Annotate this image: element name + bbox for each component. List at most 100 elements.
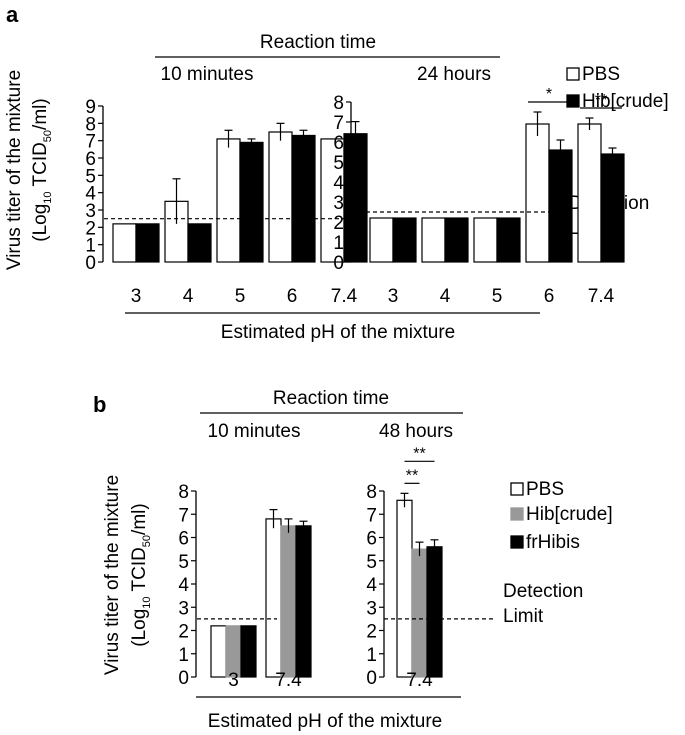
bar-hib-crude-6 (548, 149, 573, 263)
bar-hib-crude-5 (239, 141, 264, 263)
y-tick-label: 2 (178, 622, 189, 643)
y-tick-label: 6 (85, 149, 96, 170)
x-tick-label-3: 3 (388, 286, 399, 307)
bar-hib-crude-7-4 (280, 525, 297, 678)
panel-b-letter: b (93, 392, 106, 417)
bar-pbs-6 (525, 123, 550, 263)
significance-label: * (546, 86, 552, 103)
y-tick-label: 2 (333, 213, 344, 234)
y-tick-label: 6 (178, 529, 189, 550)
panel-a-right-title: 24 hours (417, 64, 491, 85)
y-tick-label: 4 (178, 575, 189, 596)
y-tick-label: 4 (366, 575, 377, 596)
legend-label-pbs: PBS (582, 64, 620, 85)
panel-b-reaction-time-label: Reaction time (273, 388, 389, 409)
x-tick-label-6: 6 (544, 286, 555, 307)
y-tick-label: 1 (178, 645, 189, 666)
bar-pbs-6 (268, 131, 293, 263)
bar-hib-crude-7-4 (343, 133, 368, 263)
bar-pbs-7-4 (577, 123, 602, 263)
panel-a-left-title: 10 minutes (161, 64, 254, 85)
bar-hib-crude-4 (444, 217, 469, 263)
y-tick-label: 5 (85, 166, 96, 187)
y-tick-label: 3 (85, 201, 96, 222)
bar-frhibis-7-4 (295, 525, 312, 678)
panel-b-right-title: 48 hours (379, 421, 453, 442)
legend-swatch-pbs (510, 482, 524, 496)
y-tick-label: 4 (85, 184, 96, 205)
y-tick-label: 7 (366, 505, 377, 526)
bar-pbs-3 (210, 625, 227, 678)
panel-b-ylabel-line1: Virus titer of the mixture (102, 475, 123, 675)
legend-label-hib-crude: Hib[crude] (526, 504, 613, 525)
y-tick-label: 2 (366, 622, 377, 643)
y-tick-label: 9 (85, 97, 96, 118)
bar-hib-crude-7-4 (411, 548, 428, 678)
significance-label: ** (406, 467, 418, 484)
y-tick-label: 8 (366, 482, 377, 503)
legend-swatch-pbs (566, 67, 580, 81)
x-tick-label-4: 4 (440, 286, 451, 307)
x-tick-label-6: 6 (287, 286, 298, 307)
bar-pbs-4 (421, 217, 446, 263)
y-tick-label: 7 (333, 113, 344, 134)
y-tick-label: 5 (178, 552, 189, 573)
bar-hib-crude-6 (291, 134, 316, 263)
panel-a-legend: PBS Hib[crude] (566, 64, 669, 112)
panel-a-y-axis-label: Virus titer of the mixture (Log10 TCID50… (4, 70, 54, 270)
y-tick-label: 6 (366, 529, 377, 550)
y-tick-label: 0 (366, 668, 377, 689)
significance-label: ** (595, 92, 607, 109)
y-tick-label: 5 (333, 153, 344, 174)
x-tick-label-5: 5 (492, 286, 503, 307)
y-tick-label: 8 (178, 482, 189, 503)
y-tick-label: 3 (178, 598, 189, 619)
bar-frhibis-3 (240, 625, 257, 678)
legend-swatch-frhibis (510, 535, 524, 549)
bar-frhibis-7-4 (426, 546, 443, 678)
y-tick-label: 8 (333, 93, 344, 114)
y-tick-label: 6 (333, 133, 344, 154)
significance-label: ** (413, 445, 425, 462)
x-tick-label-3: 3 (228, 670, 239, 691)
panel-a-x-axis-label: Estimated pH of the mixture (221, 322, 455, 343)
panel-b-y-axis-label: Virus titer of the mixture (Log10 TCID50… (102, 475, 153, 675)
bar-pbs-5 (216, 138, 241, 263)
bar-pbs-7-4 (265, 518, 282, 678)
y-tick-label: 3 (366, 598, 377, 619)
y-tick-label: 1 (85, 236, 96, 257)
y-tick-label: 2 (85, 218, 96, 239)
x-tick-label-7-4: 7.4 (331, 286, 358, 307)
y-tick-label: 7 (85, 132, 96, 153)
x-tick-label-3: 3 (131, 286, 142, 307)
x-tick-label-7-4: 7.4 (275, 670, 302, 691)
panel-b-left-title: 10 minutes (208, 421, 301, 442)
bar-hib-crude-3 (135, 223, 160, 263)
legend-label-pbs: PBS (526, 479, 564, 500)
x-tick-label-7-4: 7.4 (588, 286, 615, 307)
panel-b-ylabel-line2: (Log10 TCID50/ml) (129, 503, 153, 646)
panel-b-detection-limit-label: Detection Limit (503, 581, 583, 627)
x-tick-label-4: 4 (183, 286, 194, 307)
y-tick-label: 8 (85, 114, 96, 135)
y-tick-label: 1 (366, 645, 377, 666)
bar-hib-crude-7-4 (600, 153, 625, 263)
panel-a-reaction-time-label: Reaction time (260, 32, 376, 53)
x-tick-label-5: 5 (235, 286, 246, 307)
bar-pbs-3 (369, 217, 394, 263)
panel-a-ylabel-line1: Virus titer of the mixture (4, 70, 25, 270)
panel-b-legend: PBS Hib[crude] frHibis (510, 479, 613, 553)
y-tick-label: 0 (178, 668, 189, 689)
legend-swatch-hib-crude (566, 94, 580, 108)
y-tick-label: 5 (366, 552, 377, 573)
y-tick-label: 1 (333, 233, 344, 254)
bar-hib-crude-4 (187, 223, 212, 263)
y-tick-label: 7 (178, 505, 189, 526)
legend-label-hib-crude: Hib[crude] (582, 91, 669, 112)
y-tick-label: 3 (333, 193, 344, 214)
x-tick-label-7-4: 7.4 (406, 670, 433, 691)
